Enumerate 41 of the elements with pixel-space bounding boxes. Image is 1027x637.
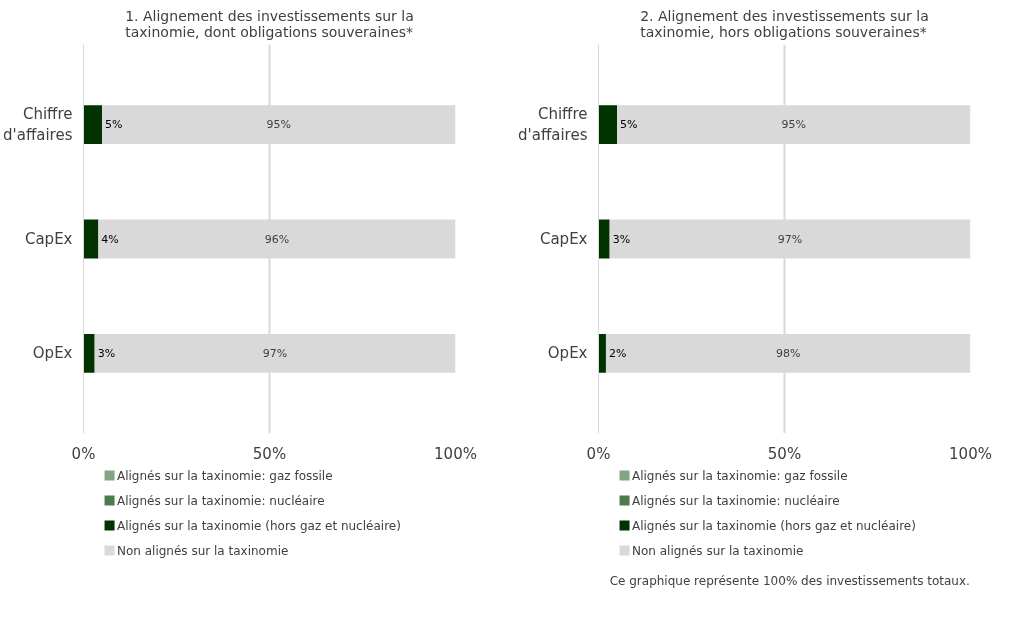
bar [83, 105, 103, 145]
data-label: 2% [608, 346, 627, 360]
legend-label: Alignés sur la taxinomie: gaz fossile [631, 468, 848, 483]
x-tick-label: 50% [252, 444, 287, 463]
bar [598, 333, 606, 373]
bar [83, 219, 99, 259]
legend-label: Alignés sur la taxinomie: nucléaire [116, 493, 325, 508]
legend-label: Alignés sur la taxinomie: gaz fossile [116, 468, 333, 483]
data-label: 98% [776, 346, 801, 360]
data-label: 5% [105, 118, 123, 132]
bar [83, 333, 95, 373]
data-label: 3% [97, 346, 116, 360]
chart-title: 1. Alignement des investissements sur la taxinomie, dont obligations souveraines* [125, 7, 414, 40]
text: Ce graphique représente 100% des investissements totaux. [609, 573, 970, 588]
legend-label: Non alignés sur la taxinomie [631, 543, 804, 558]
y-tick-label: CapEx [24, 230, 73, 248]
x-tick-label: 0% [71, 444, 96, 463]
legend-label: Alignés sur la taxinomie (hors gaz et nucléaire) [631, 518, 916, 533]
data-label: 3% [612, 232, 631, 246]
data-label: 5% [620, 118, 638, 132]
chart-title: 2. Alignement des investissements sur la taxinomie, hors obligations souveraines* [640, 7, 929, 40]
x-tick-label: 100% [949, 444, 992, 463]
y-tick-label: CapEx [539, 230, 588, 248]
legend-label: Non alignés sur la taxinomie [116, 543, 289, 558]
data-label: 95% [266, 118, 292, 132]
y-tick-label: OpEx [32, 344, 73, 363]
y-tick-label: Chiffre d'affaires [3, 104, 73, 145]
x-tick-label: 50% [767, 444, 802, 463]
data-label: 96% [264, 232, 290, 246]
y-tick-label: OpEx [547, 344, 588, 363]
x-tick-label: 100% [434, 444, 477, 463]
x-tick-label: 0% [586, 444, 611, 463]
data-label: 97% [777, 232, 803, 246]
bar [598, 105, 618, 145]
legend-label: Alignés sur la taxinomie: nucléaire [631, 493, 840, 508]
legend-label: Alignés sur la taxinomie (hors gaz et nucléaire) [116, 518, 401, 533]
data-label: 4% [101, 232, 119, 246]
data-label: 95% [781, 118, 807, 132]
bar [598, 219, 610, 259]
data-label: 97% [262, 346, 288, 360]
y-tick-label: Chiffre d'affaires [518, 104, 588, 145]
